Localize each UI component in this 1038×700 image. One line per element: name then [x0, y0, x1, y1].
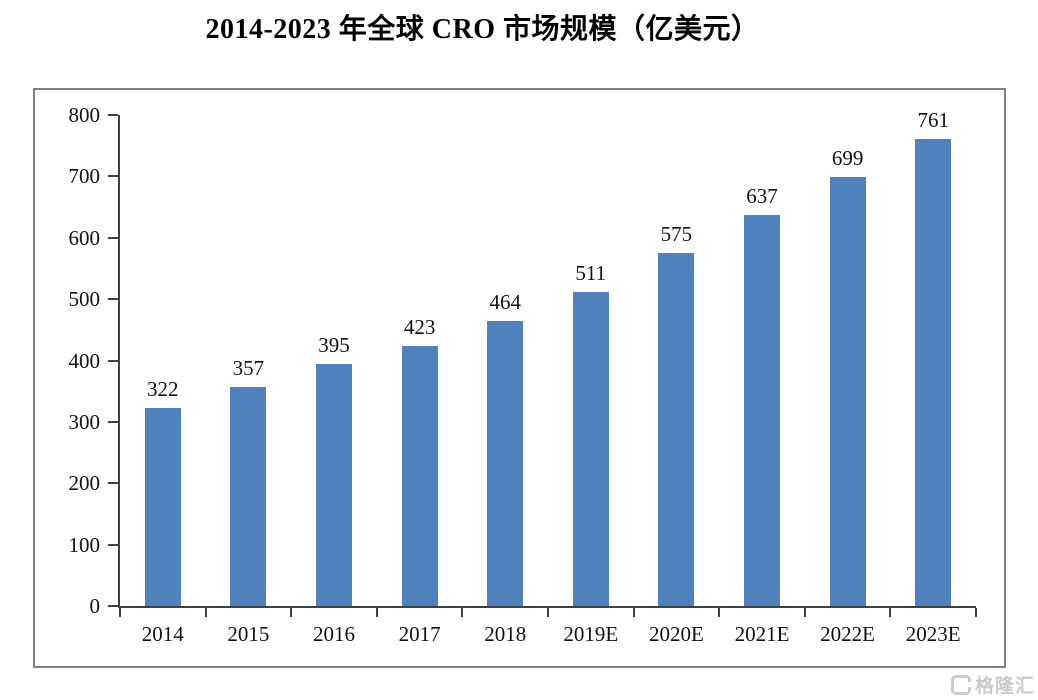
- watermark-brand-text: 格隆汇: [974, 676, 1035, 697]
- x-axis-line: [118, 606, 976, 608]
- y-axis-tick: [108, 175, 118, 178]
- x-axis-category-label: 2019E: [563, 622, 619, 646]
- gelonghui-logo-icon: [950, 674, 971, 695]
- y-axis-tick: [108, 543, 118, 546]
- bar-value-label: 395: [318, 332, 350, 357]
- x-axis-tick: [975, 608, 977, 617]
- watermark: 格隆汇: [950, 671, 1035, 698]
- bar-value-label: 699: [831, 145, 864, 170]
- bar-value-label: 637: [746, 184, 778, 209]
- bar-2015: [230, 386, 267, 606]
- y-axis-tick: [108, 605, 118, 607]
- x-axis-tick: [718, 608, 721, 617]
- bar-value-label: 357: [232, 355, 265, 380]
- x-axis-category-label: 2017: [398, 622, 441, 646]
- bar-2022E: [829, 176, 866, 606]
- bar-2023E: [915, 138, 952, 606]
- y-axis-tick: [108, 298, 118, 301]
- y-axis-tick-label: 600: [68, 225, 101, 250]
- x-axis-tick: [547, 608, 549, 617]
- bar-value-label: 761: [917, 107, 949, 132]
- x-axis-tick: [632, 608, 635, 617]
- bar-2021E: [744, 215, 780, 606]
- y-axis-tick-label: 300: [68, 409, 101, 434]
- chart-title: 2014-2023 年全球 CRO 市场规模（亿美元）: [205, 14, 760, 45]
- bar-2016: [316, 363, 352, 606]
- y-axis-tick: [108, 359, 118, 362]
- bar-2018: [487, 321, 524, 606]
- y-axis-tick: [108, 420, 118, 423]
- bar-2020E: [658, 253, 695, 606]
- y-axis-tick-label: 500: [68, 287, 101, 312]
- x-axis-tick: [461, 608, 464, 617]
- x-axis-category-label: 2020E: [648, 622, 704, 646]
- x-axis-category-label: 2023E: [905, 622, 961, 646]
- bar-value-label: 511: [575, 261, 607, 286]
- x-axis-tick: [290, 608, 293, 617]
- y-axis-tick-label: 800: [68, 103, 101, 127]
- x-axis-tick: [375, 608, 378, 617]
- x-axis-tick: [889, 608, 892, 617]
- y-axis-tick: [108, 236, 118, 239]
- bar-value-label: 423: [403, 315, 436, 340]
- bar-2019E: [572, 292, 609, 606]
- y-axis-tick-label: 700: [68, 164, 101, 189]
- y-axis-tick: [108, 482, 118, 485]
- x-axis-tick: [803, 608, 806, 617]
- x-axis-category-label: 2022E: [820, 622, 875, 646]
- x-axis-category-label: 2021E: [734, 622, 790, 646]
- x-axis-category-label: 2016: [313, 622, 355, 646]
- bar-value-label: 575: [660, 222, 693, 247]
- y-axis-tick-label: 400: [68, 348, 101, 373]
- y-axis-tick: [108, 114, 118, 116]
- bar-2014: [144, 408, 181, 606]
- x-axis-category-label: 2015: [227, 622, 270, 646]
- y-axis-tick-label: 0: [89, 594, 101, 618]
- bar-value-label: 464: [489, 290, 521, 315]
- x-axis-tick: [119, 608, 121, 617]
- y-axis-tick-label: 200: [68, 471, 101, 496]
- x-axis-tick: [204, 608, 207, 617]
- bar-value-label: 322: [147, 377, 179, 402]
- x-axis-category-label: 2014: [141, 622, 184, 646]
- bar-2017: [401, 346, 438, 606]
- y-axis-line: [118, 115, 120, 608]
- y-axis-tick-label: 100: [68, 532, 101, 557]
- x-axis-category-label: 2018: [484, 622, 527, 646]
